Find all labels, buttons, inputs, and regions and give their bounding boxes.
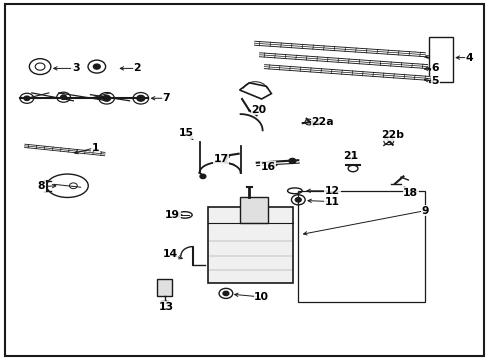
Text: 22a: 22a bbox=[311, 117, 333, 127]
Text: 3: 3 bbox=[72, 63, 80, 73]
Text: 1: 1 bbox=[91, 143, 99, 153]
Text: 8: 8 bbox=[38, 181, 45, 192]
Bar bbox=[157, 279, 172, 296]
Circle shape bbox=[288, 158, 295, 163]
Text: 16: 16 bbox=[260, 162, 275, 172]
Text: 15: 15 bbox=[179, 128, 194, 138]
Bar bbox=[239, 197, 267, 223]
Text: 14: 14 bbox=[163, 249, 177, 259]
Circle shape bbox=[200, 174, 205, 179]
Circle shape bbox=[93, 64, 100, 69]
Text: 4: 4 bbox=[465, 53, 472, 63]
Text: 10: 10 bbox=[254, 292, 268, 302]
Circle shape bbox=[137, 95, 144, 101]
Text: 20: 20 bbox=[251, 105, 266, 115]
Circle shape bbox=[24, 96, 30, 100]
Circle shape bbox=[295, 198, 301, 202]
Text: 6: 6 bbox=[430, 63, 438, 73]
Bar bbox=[207, 207, 293, 283]
Text: 11: 11 bbox=[325, 197, 339, 207]
Text: 2: 2 bbox=[133, 63, 141, 73]
Text: 9: 9 bbox=[421, 206, 428, 216]
Text: 17: 17 bbox=[213, 154, 228, 164]
Circle shape bbox=[61, 95, 66, 99]
Text: 19: 19 bbox=[165, 210, 180, 220]
Text: 5: 5 bbox=[430, 76, 438, 86]
Text: 22b: 22b bbox=[380, 130, 403, 140]
Circle shape bbox=[223, 291, 228, 296]
Text: 18: 18 bbox=[403, 188, 417, 198]
Bar bbox=[428, 37, 452, 82]
Text: 7: 7 bbox=[162, 93, 170, 103]
Bar bbox=[298, 191, 425, 302]
Text: 12: 12 bbox=[325, 186, 339, 196]
Text: 13: 13 bbox=[159, 302, 173, 312]
Circle shape bbox=[102, 95, 110, 101]
Text: 21: 21 bbox=[343, 151, 358, 161]
